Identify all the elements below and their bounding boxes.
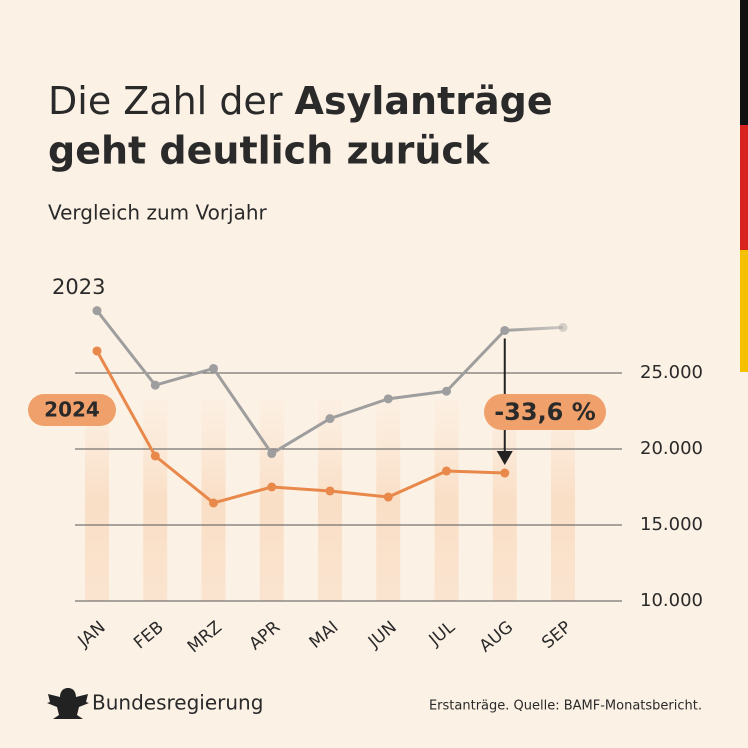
annotation-pill	[484, 394, 606, 430]
bg-column	[259, 400, 284, 601]
point	[442, 466, 451, 476]
chart-title: Die Zahl der Asylanträge	[48, 79, 553, 123]
y-tick-label: 10.000	[640, 590, 703, 611]
point	[325, 414, 335, 424]
point	[209, 363, 218, 373]
point	[558, 322, 568, 332]
bg-column	[143, 400, 168, 601]
point	[383, 394, 393, 404]
eagle-icon	[47, 688, 89, 719]
series-pill	[28, 394, 116, 426]
series-label: 2023	[52, 275, 105, 299]
y-tick-label: 20.000	[640, 438, 703, 459]
bg-column	[85, 400, 109, 601]
point	[267, 449, 277, 459]
point	[325, 486, 335, 496]
point	[92, 346, 102, 356]
subtitle: Vergleich zum Vorjahr	[48, 201, 268, 225]
flag-black	[740, 0, 748, 125]
bg-column	[434, 400, 459, 601]
point	[500, 325, 510, 335]
point	[92, 306, 102, 316]
point	[442, 386, 451, 396]
flag-red	[740, 125, 748, 250]
title-regular: Die Zahl der	[48, 79, 283, 123]
source: Erstanträge. Quelle: BAMF-Monatsbericht.	[429, 699, 702, 714]
annotation: -33,6 %	[494, 398, 596, 426]
y-tick-label: 25.000	[640, 362, 703, 383]
point	[209, 498, 218, 508]
point	[383, 492, 393, 502]
flag-gold	[740, 250, 748, 372]
point	[500, 468, 510, 478]
series-line	[95, 350, 505, 505]
point	[267, 482, 277, 492]
point	[150, 380, 160, 390]
footer: Bundesregierung Erstanträge. Quelle: BAM…	[47, 688, 702, 719]
title-bold: Asylanträge	[295, 79, 553, 123]
bg-column	[551, 400, 575, 601]
bg-column	[318, 400, 342, 601]
brand: Bundesregierung	[92, 691, 263, 715]
arrow-head	[496, 451, 513, 466]
y-tick-label: 15.000	[640, 514, 703, 535]
chart-title-line2: geht deutlich zurück	[48, 129, 490, 173]
series-label: 2024	[44, 398, 100, 422]
point	[150, 451, 160, 461]
